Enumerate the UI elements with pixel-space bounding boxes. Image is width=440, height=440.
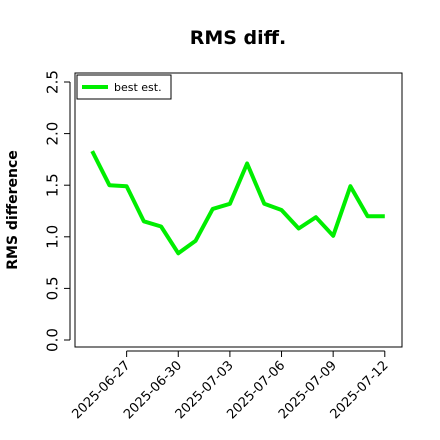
chart-title: RMS diff. [190, 27, 287, 49]
y-axis-label: RMS difference [5, 150, 21, 270]
legend-label: best est. [114, 81, 162, 94]
x-axis: 2025-06-272025-06-302025-07-032025-07-06… [69, 350, 392, 422]
y-tick-label: 1.0 [44, 225, 62, 249]
y-tick-label: 0.0 [44, 328, 62, 352]
y-axis: 0.0 0.5 1.0 1.5 2.0 2.5 [44, 70, 71, 352]
series-layer [90, 150, 385, 256]
plot-frame [74, 72, 403, 348]
y-tick-label: 2.0 [44, 122, 62, 146]
y-tick-label: 1.5 [44, 173, 62, 197]
series-line [90, 150, 385, 256]
y-tick-label: 0.5 [44, 276, 62, 300]
legend: best est. [76, 74, 172, 100]
y-tick-label: 2.5 [44, 70, 62, 94]
